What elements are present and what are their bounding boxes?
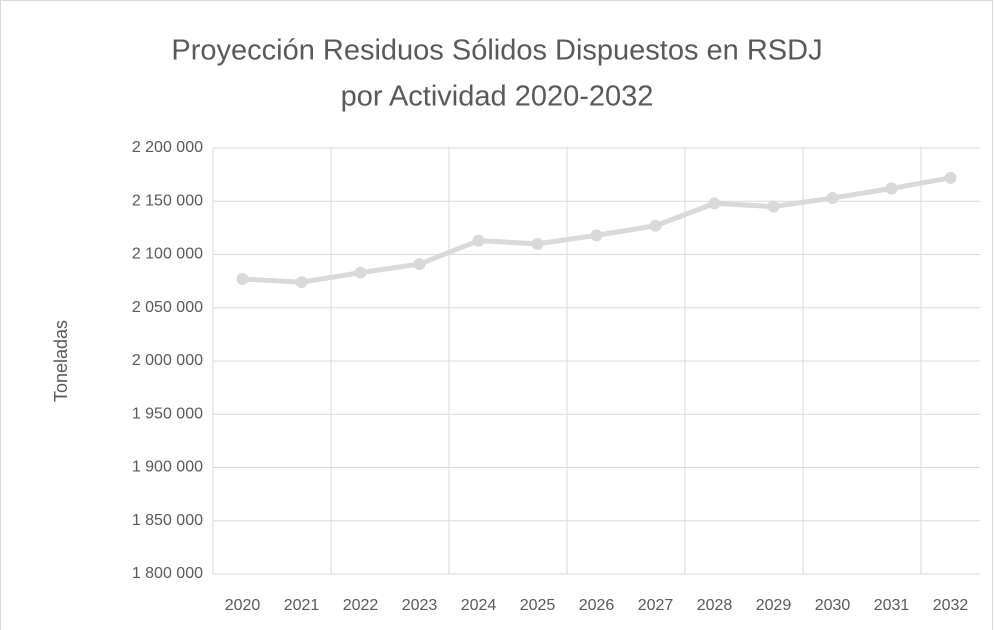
marker	[649, 219, 662, 232]
marker	[590, 229, 603, 242]
x-tick-label: 2022	[343, 597, 379, 614]
marker	[236, 272, 249, 285]
marker	[708, 197, 721, 210]
chart-title: Proyección Residuos Sólidos Dispuestos e…	[171, 35, 822, 67]
y-tick-label: 2 050 000	[132, 299, 203, 316]
y-tick-label: 2 000 000	[132, 352, 203, 369]
x-tick-label: 2031	[874, 597, 910, 614]
x-tick-label: 2027	[638, 597, 674, 614]
x-tick-label: 2020	[225, 597, 261, 614]
x-tick-label: 2025	[520, 597, 556, 614]
marker	[472, 234, 485, 247]
x-tick-label: 2029	[756, 597, 792, 614]
y-tick-label: 2 150 000	[132, 192, 203, 209]
marker	[826, 192, 839, 205]
marker	[413, 258, 426, 271]
x-tick-label: 2028	[697, 597, 733, 614]
x-tick-label: 2024	[461, 597, 497, 614]
y-axis-label: Toneladas	[51, 320, 71, 402]
chart-title: por Actividad 2020-2032	[341, 81, 654, 113]
x-tick-label: 2021	[284, 597, 320, 614]
marker	[944, 171, 957, 184]
y-tick-label: 1 850 000	[132, 512, 203, 529]
marker	[767, 200, 780, 213]
y-tick-label: 2 100 000	[132, 246, 203, 263]
x-tick-label: 2030	[815, 597, 851, 614]
y-tick-label: 1 800 000	[132, 565, 203, 582]
x-tick-label: 2032	[933, 597, 969, 614]
y-tick-label: 1 900 000	[132, 459, 203, 476]
marker	[531, 237, 544, 250]
y-tick-label: 2 200 000	[132, 139, 203, 156]
marker	[354, 266, 367, 279]
x-tick-label: 2026	[579, 597, 615, 614]
x-tick-label: 2023	[402, 597, 438, 614]
y-tick-label: 1 950 000	[132, 405, 203, 422]
marker	[885, 182, 898, 195]
marker	[295, 276, 308, 289]
